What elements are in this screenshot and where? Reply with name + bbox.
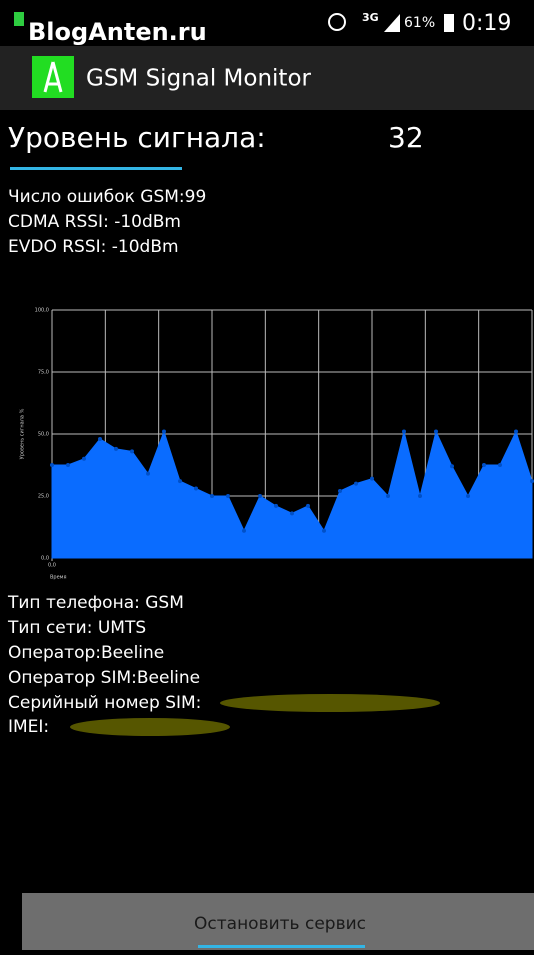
x-axis-label: Время [50,575,66,581]
point [290,511,294,516]
x-tick-label: 0,0 [48,563,56,569]
network-type: 3G [362,11,379,24]
point [50,463,54,467]
point [514,429,518,434]
button-label[interactable]: Остановить сервис [194,914,366,934]
y-tick-label: 0,0 [41,556,49,562]
alarm-icon [328,13,346,31]
signal-icon [384,14,400,32]
notification-icon [14,12,24,26]
redaction [70,718,230,736]
info-line: Тип сети: UMTS [7,618,146,638]
antenna-glyph [43,61,63,93]
point [66,463,70,467]
underline [10,167,182,170]
point [450,464,454,469]
point [386,494,390,498]
y-tick-label: 50,0 [38,432,49,438]
point [178,479,182,484]
point [226,494,230,498]
point [530,479,534,484]
point [258,494,262,498]
point [82,456,86,461]
point [466,494,470,498]
app-bar [0,46,534,110]
y-tick-label: 25,0 [38,494,49,500]
point [130,449,134,454]
point [434,429,438,434]
point [210,494,214,498]
button-underline [198,945,365,948]
y-tick-label: 75,0 [38,370,49,376]
y-axis-label: Уровень сигнала % [20,408,26,459]
point [322,528,326,533]
y-tick-label: 100,0 [35,308,49,314]
point [418,494,422,498]
point [242,528,246,533]
point [306,503,310,508]
info-line: Оператор SIM:Beeline [8,668,200,688]
point [402,429,406,434]
stop-button[interactable] [22,893,534,950]
battery-level: 61% [404,15,435,31]
point [162,429,166,434]
info-line: IMEI: [8,717,49,737]
point [354,481,358,486]
battery-icon [444,14,454,32]
point [482,463,486,467]
point [274,503,278,508]
info-line: EVDO RSSI: -10dBm [8,237,179,257]
point [146,471,150,476]
signal-value: 32 [388,121,424,154]
info-line: Тип телефона: GSM [7,593,184,613]
point [114,446,118,451]
signal-label: Уровень сигнала: [8,121,266,154]
point [370,476,374,481]
watermark: BlogAnten.ru [28,18,207,46]
point [194,486,198,491]
point [338,489,342,494]
redaction [220,694,440,712]
point [498,463,502,467]
info-line: Оператор:Beeline [8,643,164,663]
chart: 0,0 25,0 50,0 75,0 100,0 0,0 Уровень сигнала %… [20,308,534,581]
area [51,430,533,559]
clock: 0:19 [462,11,511,36]
info-line: Серийный номер SIM: [8,693,201,713]
app-title: GSM Signal Monitor [86,66,312,92]
point [98,436,102,441]
info-line: Число ошибок GSM:99 [8,187,206,207]
info-line: CDMA RSSI: -10dBm [8,212,181,232]
